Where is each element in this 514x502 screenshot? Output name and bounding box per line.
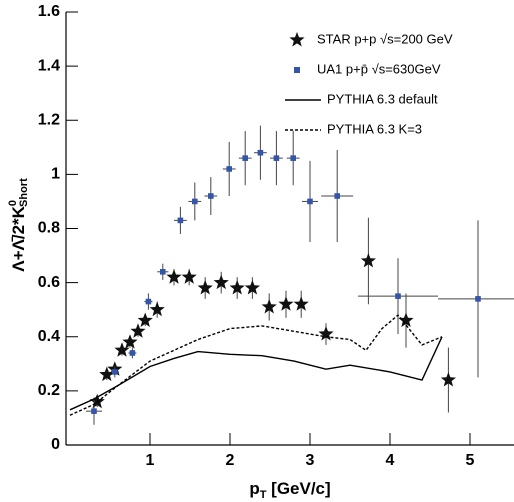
star-marker [114,342,130,357]
y-tick-label: 1.2 [38,111,60,128]
star-marker [440,372,456,387]
star-marker [197,280,213,295]
legend-label: PYTHIA 6.3 K=3 [327,121,422,136]
square-marker [177,217,184,224]
square-marker [192,198,198,205]
star-marker [398,312,414,327]
square-marker [226,166,232,172]
legend-star [289,32,305,47]
square-marker [91,408,97,414]
square-marker [257,149,264,156]
x-tick-label: 5 [466,452,475,469]
legend-square [294,67,300,73]
y-tick-label: 1.4 [38,57,60,74]
star-marker [89,393,105,409]
square-marker [395,293,401,299]
star-marker [213,274,229,290]
y-tick-label: 0.2 [38,382,60,399]
star-marker [166,269,182,284]
x-tick-label: 4 [386,452,395,469]
x-tick-label: 1 [146,452,155,469]
y-tick-label: 0.8 [38,220,60,237]
star-marker [293,296,309,311]
x-tick-label: 2 [226,452,235,469]
square-marker [208,193,214,199]
x-axis-label: pT [GeV/c] [249,479,330,500]
y-tick-label: 0.6 [38,274,60,291]
model-line [69,314,443,416]
square-marker [307,198,313,205]
square-marker [160,269,166,275]
y-tick-label: 0.4 [38,328,60,345]
y-tick-label: 1.6 [38,3,60,20]
star-marker [122,334,138,349]
square-marker [129,350,136,356]
star-marker [318,326,334,341]
model-line [69,336,443,411]
star-marker [229,280,245,295]
square-marker [475,296,481,302]
square-marker [334,193,340,199]
star-marker [261,299,277,314]
star-marker [244,280,260,295]
y-tick-label: 0 [51,436,60,453]
square-marker [290,155,296,161]
legend-label: UA1 p+p̄ √s=630GeV [317,61,441,76]
square-marker [145,298,152,305]
x-tick-label: 3 [306,452,315,469]
y-axis-label: Λ+Λ̄/2*K0Short [7,178,30,272]
star-marker [137,312,153,327]
star-marker [130,323,146,338]
y-tick-label: 1 [51,166,60,183]
square-marker [112,369,118,375]
star-marker [360,253,376,268]
star-marker [99,366,115,382]
star-marker [278,296,294,311]
legend-label: STAR p+p √s=200 GeV [317,31,453,46]
star-marker [149,301,165,317]
legend-label: PYTHIA 6.3 default [327,91,438,106]
square-marker [273,155,280,161]
star-marker [181,269,197,284]
square-marker [242,155,248,161]
